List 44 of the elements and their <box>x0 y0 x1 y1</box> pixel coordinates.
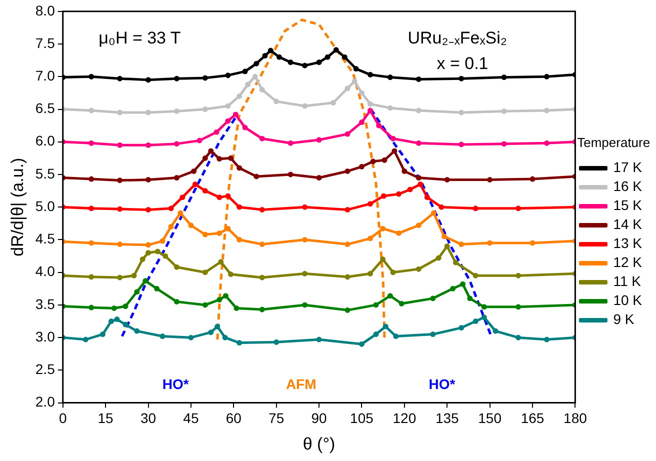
y-tick-label: 5.5 <box>35 165 56 182</box>
annotation: HO* <box>162 376 190 392</box>
x-tick-label: 45 <box>183 410 199 426</box>
y-tick-label: 5.0 <box>35 198 56 214</box>
legend-label: 13 K <box>613 235 643 252</box>
annotation: μ₀H = 33 T <box>98 28 181 48</box>
x-tick-label: 105 <box>350 410 374 426</box>
legend-label: 12 K <box>613 254 643 270</box>
annotation: x = 0.1 <box>436 54 488 73</box>
x-tick-label: 150 <box>478 410 502 426</box>
legend-label: 9 K <box>613 311 635 328</box>
y-tick-label: 4.5 <box>35 230 56 247</box>
x-tick-label: 30 <box>140 410 156 426</box>
legend-label: 14 K <box>613 216 643 232</box>
y-tick-label: 2.0 <box>35 394 56 410</box>
x-axis-title: θ (°) <box>302 434 336 454</box>
x-tick-label: 180 <box>564 410 588 426</box>
y-tick-label: 3.0 <box>35 328 56 344</box>
y-tick-label: 4.0 <box>35 263 56 280</box>
legend-label: 16 K <box>613 178 643 194</box>
x-tick-label: 120 <box>392 410 416 426</box>
x-tick-label: 90 <box>311 410 328 426</box>
annotation: AFM <box>286 376 316 392</box>
annotation: HO* <box>428 376 456 392</box>
annotation: URu₂₋ₓFeₓSi₂ <box>408 28 508 48</box>
x-tick-label: 0 <box>58 410 67 426</box>
legend-label: 10 K <box>613 292 643 308</box>
y-tick-label: 6.0 <box>35 132 56 149</box>
legend-title: Temperature <box>577 134 650 150</box>
x-tick-label: 75 <box>268 410 284 426</box>
x-tick-label: 165 <box>520 410 544 426</box>
x-tick-label: 15 <box>98 410 114 426</box>
y-tick-label: 2.5 <box>35 361 56 378</box>
y-tick-label: 6.5 <box>35 100 56 116</box>
x-tick-label: 135 <box>435 410 460 426</box>
y-axis-title: dR/d|θ| (a.u.) <box>8 158 27 256</box>
y-tick-label: 7.0 <box>35 67 56 84</box>
y-tick-label: 7.5 <box>35 34 56 51</box>
legend-label: 11 K <box>613 273 642 290</box>
y-tick-label: 3.5 <box>35 296 56 312</box>
y-tick-label: 8.0 <box>35 2 56 18</box>
legend-label: 17 K <box>613 159 643 176</box>
x-tick-label: 60 <box>226 410 242 426</box>
legend-label: 15 K <box>613 197 643 214</box>
